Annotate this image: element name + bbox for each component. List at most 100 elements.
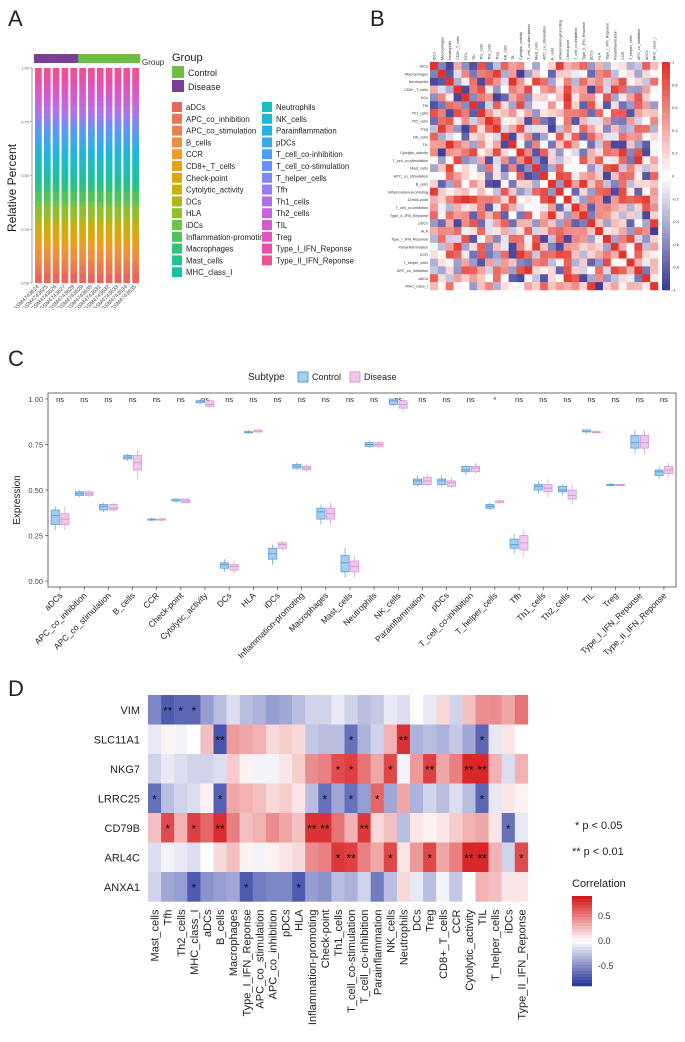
- colorbar-segment: [572, 923, 592, 927]
- bar-segment-treg: [35, 85, 42, 92]
- corr-cell: [437, 172, 446, 181]
- group-legend-title: Group: [172, 52, 203, 64]
- bar-segment-adcs: [70, 273, 78, 284]
- bar-segment-b-cells: [114, 250, 122, 261]
- corr-cell: [555, 77, 564, 86]
- corr-cell: [532, 227, 541, 236]
- significance-star: *: [349, 733, 354, 747]
- corr-cell: [595, 109, 604, 118]
- corr-cell: [500, 211, 509, 220]
- corr-cell: [516, 250, 525, 259]
- bar-segment-mast-cells: [52, 178, 60, 187]
- heat-cell: [475, 872, 489, 902]
- heat-cell: [174, 872, 188, 902]
- corr-cell: [453, 211, 462, 220]
- corr-cell: [492, 242, 501, 251]
- legend-label-control: Control: [312, 372, 341, 382]
- bar-segment-nk-cells: [52, 152, 60, 162]
- corr-cell: [540, 69, 549, 78]
- corr-cell: [485, 258, 494, 267]
- cell-legend-key-pdcs: [262, 137, 272, 148]
- corr-cell: [650, 266, 659, 275]
- corr-cell: [500, 62, 509, 71]
- bar-segment-t-helper-cells: [70, 120, 78, 126]
- corr-cell: [516, 258, 525, 267]
- corr-cell: [571, 164, 580, 173]
- significance-star: **: [346, 851, 356, 865]
- bar-segment-type-i-ifn-reponse: [96, 76, 104, 86]
- corr-cell: [477, 140, 486, 149]
- corr-cell: [642, 124, 651, 133]
- plot-area: [47, 392, 677, 588]
- corr-cell: [469, 85, 478, 94]
- corr-cell: [650, 211, 659, 220]
- group-legend-label: Disease: [188, 82, 221, 92]
- significance-star: *: [296, 881, 301, 895]
- bar-segment-check-point: [88, 230, 95, 237]
- colorbar-segment: [572, 950, 592, 954]
- corr-cell: [508, 140, 517, 149]
- corr-cell: [445, 172, 454, 181]
- bar-segment-treg: [52, 85, 60, 92]
- corr-cell: [555, 156, 564, 165]
- heat-cell: [226, 872, 240, 902]
- corr-cell: [555, 179, 564, 188]
- heat-cell: [423, 813, 437, 843]
- cell-legend-key-t-helper-cells: [262, 172, 272, 183]
- corr-cell: [634, 117, 643, 126]
- corr-cell: [595, 85, 604, 94]
- colorbar-segment: [662, 141, 670, 148]
- bar-segment-tfh: [96, 114, 104, 121]
- bar-segment-pdcs: [96, 139, 104, 147]
- corr-cell: [532, 140, 541, 149]
- corr-cell: [587, 234, 596, 244]
- heat-cell: [488, 695, 502, 725]
- corr-cell: [634, 93, 643, 102]
- corr-cell: [477, 124, 486, 133]
- corr-cell: [547, 148, 556, 157]
- corr-cell: [540, 250, 549, 259]
- bar-segment-cd8-t-cells: [79, 236, 86, 246]
- corr-cell: [642, 93, 651, 102]
- corr-cell: [602, 117, 612, 126]
- bar-segment-apc-co-stimulation: [43, 260, 51, 267]
- col-label-cd8-t-cells: CD8+_T_cells: [438, 909, 450, 979]
- row-label: T_cell_co-stimulation: [392, 159, 428, 163]
- corr-cell: [516, 211, 525, 220]
- corr-cell: [634, 187, 643, 196]
- corr-cell: [508, 93, 517, 102]
- corr-cell: [469, 179, 478, 188]
- bar-segment-mast-cells: [43, 178, 51, 187]
- corr-cell: [532, 132, 541, 141]
- colorbar-tick: -0.6: [672, 242, 680, 247]
- bar-segment-parainflammation: [79, 146, 86, 154]
- corr-cell: [500, 179, 509, 188]
- col-label-idcs: iDCs: [503, 909, 515, 933]
- corr-cell: [445, 156, 454, 165]
- corr-cell: [477, 258, 486, 267]
- corr-cell: [602, 124, 612, 133]
- bar-segment-til: [52, 91, 60, 102]
- colorbar-segment: [572, 896, 592, 900]
- corr-cell: [571, 172, 580, 181]
- bar-segment-ccr: [105, 245, 113, 251]
- corr-cell: [610, 156, 619, 165]
- corr-cell: [563, 179, 572, 188]
- bar-segment-apc-co-stimulation: [105, 260, 113, 267]
- bar-segment-b-cells: [61, 250, 69, 261]
- corr-cell: [563, 124, 572, 133]
- bar-segment-treg: [105, 85, 113, 92]
- corr-cell: [461, 203, 470, 212]
- heat-cell: [161, 872, 175, 902]
- heat-cell: [475, 754, 489, 784]
- row-label: Th1_cells: [412, 112, 428, 116]
- corr-cell: [453, 148, 462, 157]
- corr-cell: [461, 69, 470, 78]
- corr-cell: [461, 258, 470, 267]
- heat-cell: [187, 783, 201, 814]
- corr-cell: [445, 101, 454, 110]
- bar-segment-t-cell-co-inhibition: [88, 131, 95, 140]
- corr-cell: [540, 179, 549, 188]
- corr-cell: [626, 172, 635, 181]
- colorbar-segment: [572, 944, 592, 948]
